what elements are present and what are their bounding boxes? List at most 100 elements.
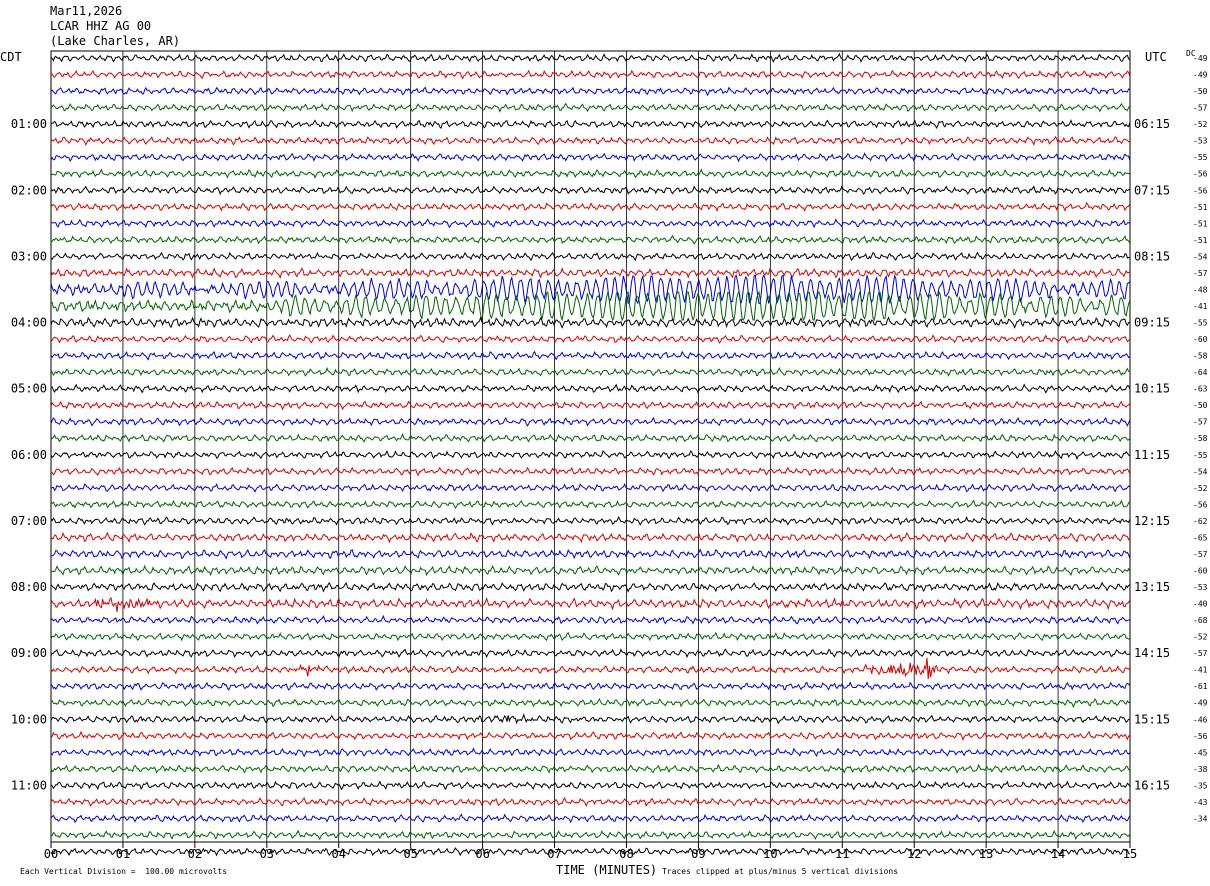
trace-line — [50, 466, 1131, 477]
right-hour-label: 07:15 — [1134, 183, 1170, 197]
trace-line — [50, 829, 1131, 841]
trace-line — [50, 648, 1130, 659]
plot-frame — [50, 50, 1131, 843]
trace-line — [50, 780, 1131, 791]
dc-offset-label: -65 — [1193, 533, 1208, 542]
dc-offset-label: -50 — [1193, 87, 1208, 96]
trace-line — [50, 763, 1131, 774]
left-hour-label: 08:00 — [11, 580, 47, 594]
dc-offset-label: -56 — [1193, 170, 1208, 179]
dc-offset-label: -58 — [1193, 352, 1208, 361]
trace-line — [50, 747, 1131, 758]
trace-line — [50, 267, 1131, 280]
left-hour-label: 07:00 — [11, 514, 47, 528]
left-hour-label: 02:00 — [11, 183, 47, 197]
trace-line — [50, 86, 1131, 97]
dc-offset-label: -57 — [1193, 269, 1208, 278]
left-hour-label: 05:00 — [11, 382, 47, 396]
dc-offset-label: -38 — [1193, 765, 1208, 774]
left-hour-label: 11:00 — [11, 778, 47, 792]
x-axis-label: TIME (MINUTES) — [556, 863, 658, 877]
dc-offset-label: -50 — [1193, 401, 1208, 410]
trace-line — [50, 499, 1131, 509]
dc-offset-label: -53 — [1193, 583, 1208, 592]
left-axis-title: CDT — [0, 50, 22, 64]
right-hour-label: 16:15 — [1134, 778, 1170, 792]
trace-line — [50, 383, 1131, 394]
x-tick-label: 06 — [475, 847, 489, 861]
dc-offset-label: -64 — [1193, 368, 1208, 377]
dc-offset-label: -45 — [1193, 748, 1208, 757]
dc-offset-label: -51 — [1193, 203, 1208, 212]
right-axis-title: UTC — [1145, 50, 1167, 64]
dc-offset-label: -55 — [1193, 319, 1208, 328]
left-hour-label: 06:00 — [11, 448, 47, 462]
dc-offset-label: -48 — [1193, 285, 1208, 294]
dc-offset-label: -57 — [1193, 104, 1208, 113]
trace-line — [50, 334, 1131, 344]
trace-line — [50, 52, 1131, 63]
x-tick-label: 12 — [907, 847, 921, 861]
dc-offset-label: -55 — [1193, 153, 1208, 162]
dc-offset-label: -49 — [1193, 71, 1208, 80]
dc-offset-label: -54 — [1193, 467, 1208, 476]
right-hour-label: 12:15 — [1134, 514, 1170, 528]
trace-line — [50, 564, 1131, 577]
dc-offset-label: -68 — [1193, 616, 1208, 625]
dc-offset-label: -51 — [1193, 236, 1208, 245]
dc-offset-label: -62 — [1193, 517, 1208, 526]
trace-line — [50, 152, 1131, 163]
trace-line — [50, 400, 1131, 411]
trace-line — [50, 581, 1131, 593]
trace-line — [50, 290, 1131, 322]
right-hour-label: 14:15 — [1134, 646, 1170, 660]
trace-line — [50, 119, 1131, 130]
dc-offset-label: -49 — [1193, 54, 1208, 63]
right-hour-label: 13:15 — [1134, 580, 1170, 594]
dc-offset-label: -56 — [1193, 732, 1208, 741]
dc-offset-label: -60 — [1193, 566, 1208, 575]
dc-offset-label: -34 — [1193, 814, 1208, 823]
trace-line — [50, 531, 1131, 544]
trace-line — [50, 350, 1131, 361]
trace-line — [50, 614, 1131, 625]
dc-offset-label: -63 — [1193, 385, 1208, 394]
division-note: Each Vertical Division = 100.00 microvol… — [20, 867, 228, 876]
dc-offset-label: -61 — [1193, 682, 1208, 691]
trace-line — [50, 631, 1130, 642]
trace-line — [50, 596, 1131, 612]
trace-line — [50, 69, 1131, 80]
dc-offset-label: -43 — [1193, 798, 1208, 807]
dc-offset-label: -57 — [1193, 550, 1208, 559]
right-hour-label: 09:15 — [1134, 316, 1170, 330]
station-location: (Lake Charles, AR) — [50, 34, 181, 48]
right-hour-label: 08:15 — [1134, 249, 1170, 263]
trace-line — [50, 681, 1131, 691]
dc-offset-label: -52 — [1193, 484, 1208, 493]
dc-offset-label: -57 — [1193, 418, 1208, 427]
plot-date: Mar11,2026 — [50, 4, 123, 18]
dc-offset-label: -52 — [1193, 120, 1208, 129]
trace-line — [50, 797, 1131, 808]
trace-line — [50, 483, 1131, 493]
x-tick-label: 02 — [188, 847, 202, 861]
trace-line — [50, 449, 1131, 461]
clip-note: Traces clipped at plus/minus 5 vertical … — [662, 867, 899, 876]
left-hour-label: 10:00 — [11, 712, 47, 726]
dc-offset-label: -56 — [1193, 186, 1208, 195]
dc-offset-label: -57 — [1193, 649, 1208, 658]
dc-offset-label: -49 — [1193, 699, 1208, 708]
dc-column-title: DC — [1186, 49, 1196, 58]
trace-line — [50, 548, 1131, 560]
x-tick-label: 00 — [44, 847, 58, 861]
trace-line — [50, 416, 1131, 427]
dc-offset-label: -53 — [1193, 137, 1208, 146]
x-tick-label: 03 — [260, 847, 274, 861]
trace-line — [50, 273, 1131, 305]
left-hour-label: 09:00 — [11, 646, 47, 660]
dc-offset-label: -58 — [1193, 434, 1208, 443]
trace-line — [50, 847, 1131, 857]
x-tick-label: 08 — [619, 847, 633, 861]
trace-line — [50, 218, 1131, 229]
